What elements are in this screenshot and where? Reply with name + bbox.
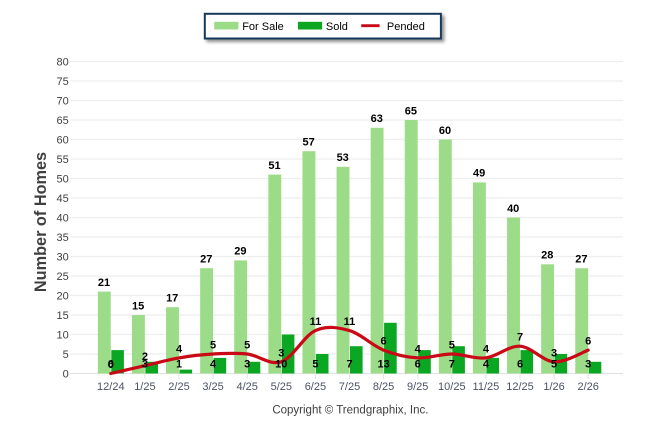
svg-text:6: 6	[381, 336, 387, 348]
svg-text:5: 5	[551, 358, 557, 370]
svg-text:4: 4	[210, 358, 217, 370]
svg-text:2/25: 2/25	[168, 381, 189, 393]
svg-text:4/25: 4/25	[236, 381, 257, 393]
svg-text:10: 10	[275, 358, 287, 370]
svg-text:17: 17	[166, 293, 178, 305]
svg-text:29: 29	[234, 246, 246, 258]
svg-text:80: 80	[57, 56, 69, 68]
svg-text:Pended: Pended	[387, 21, 425, 33]
svg-text:3/25: 3/25	[202, 381, 223, 393]
svg-text:6: 6	[415, 358, 421, 370]
svg-text:11/25: 11/25	[473, 381, 500, 393]
svg-text:3: 3	[585, 358, 591, 370]
svg-text:5: 5	[449, 340, 455, 352]
svg-text:40: 40	[507, 203, 519, 215]
svg-text:28: 28	[541, 250, 553, 262]
svg-text:20: 20	[57, 290, 69, 302]
svg-text:5/25: 5/25	[271, 381, 292, 393]
svg-text:70: 70	[57, 95, 69, 107]
svg-text:4: 4	[415, 343, 422, 355]
svg-text:3: 3	[142, 358, 148, 370]
svg-text:3: 3	[278, 347, 284, 359]
svg-text:55: 55	[57, 154, 69, 166]
svg-text:9/25: 9/25	[407, 381, 428, 393]
svg-text:7: 7	[449, 358, 455, 370]
svg-text:2: 2	[142, 351, 148, 363]
svg-text:11: 11	[310, 316, 322, 328]
svg-text:40: 40	[57, 212, 69, 224]
svg-text:35: 35	[57, 232, 69, 244]
svg-text:60: 60	[57, 134, 69, 146]
svg-text:15: 15	[57, 310, 69, 322]
svg-text:30: 30	[57, 251, 69, 263]
svg-text:6: 6	[517, 358, 523, 370]
svg-text:60: 60	[439, 125, 451, 137]
svg-text:12/25: 12/25	[506, 381, 534, 393]
svg-text:21: 21	[98, 277, 110, 289]
svg-text:50: 50	[57, 173, 69, 185]
svg-text:Sold: Sold	[326, 21, 348, 33]
svg-text:4: 4	[483, 343, 490, 355]
svg-text:5: 5	[63, 349, 69, 361]
svg-text:3: 3	[551, 347, 557, 359]
svg-text:65: 65	[57, 115, 69, 127]
svg-text:5: 5	[210, 340, 216, 352]
svg-text:27: 27	[575, 254, 587, 266]
svg-text:25: 25	[57, 271, 69, 283]
svg-text:57: 57	[302, 137, 314, 149]
svg-text:27: 27	[200, 254, 212, 266]
svg-text:7: 7	[346, 358, 352, 370]
svg-text:10/25: 10/25	[438, 381, 466, 393]
svg-text:6: 6	[585, 336, 591, 348]
svg-text:Number of Homes: Number of Homes	[32, 152, 50, 292]
svg-text:53: 53	[337, 152, 349, 164]
svg-text:75: 75	[57, 76, 69, 88]
svg-text:6/25: 6/25	[305, 381, 326, 393]
svg-text:5: 5	[312, 358, 318, 370]
svg-text:15: 15	[132, 300, 144, 312]
svg-text:1/26: 1/26	[543, 381, 564, 393]
svg-text:7: 7	[517, 332, 523, 344]
svg-text:3: 3	[244, 358, 250, 370]
svg-text:6: 6	[108, 358, 114, 370]
svg-text:0: 0	[63, 368, 69, 380]
svg-text:12/24: 12/24	[97, 381, 125, 393]
svg-text:4: 4	[483, 358, 490, 370]
svg-text:45: 45	[57, 193, 69, 205]
svg-text:65: 65	[405, 105, 417, 117]
svg-text:51: 51	[268, 160, 280, 172]
svg-text:7/25: 7/25	[339, 381, 360, 393]
svg-text:2/26: 2/26	[577, 381, 598, 393]
svg-text:5: 5	[244, 340, 250, 352]
svg-text:63: 63	[371, 113, 383, 125]
svg-text:0: 0	[108, 359, 114, 371]
svg-text:10: 10	[57, 329, 69, 341]
svg-text:8/25: 8/25	[373, 381, 394, 393]
svg-text:4: 4	[176, 343, 183, 355]
svg-text:Copyright © Trendgraphix, Inc.: Copyright © Trendgraphix, Inc.	[272, 405, 428, 417]
svg-text:13: 13	[377, 358, 389, 370]
svg-text:49: 49	[473, 168, 485, 180]
svg-text:1: 1	[176, 358, 182, 370]
svg-text:1/25: 1/25	[134, 381, 155, 393]
svg-text:11: 11	[344, 316, 356, 328]
svg-text:For Sale: For Sale	[242, 21, 284, 33]
